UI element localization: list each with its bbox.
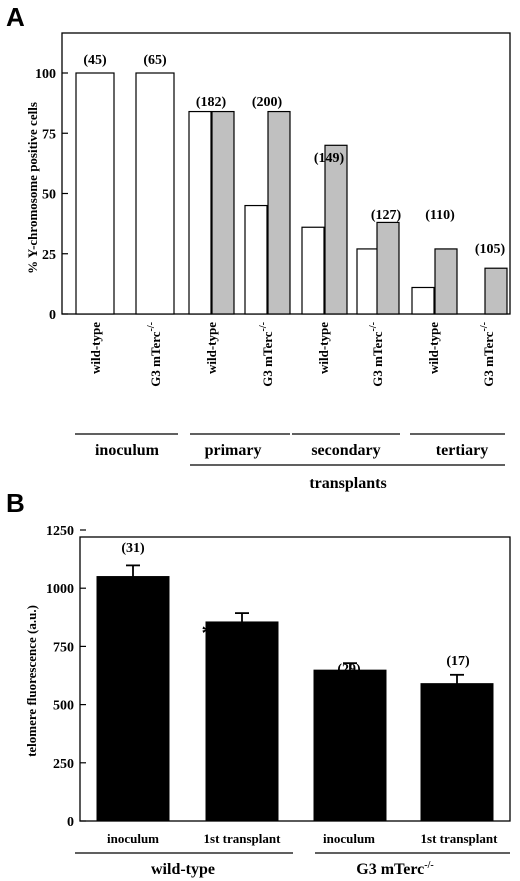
panel-a-bars [75, 72, 508, 315]
panel-a-group-label: primary [205, 442, 262, 459]
panel-a-bar [267, 110, 291, 315]
panel-a-letter: A [6, 2, 25, 32]
panel-a-y-axis-label: % Y-chromosome positive cells [25, 102, 40, 274]
panel-a-count-labels: (45) (65) (182) (200) (149) (127) (110) (105) [83, 53, 505, 257]
panel-a-bar [301, 226, 325, 315]
panel-b-category-label: inoculum [107, 831, 159, 846]
panel-b-group-labels: wild-type G3 mTerc-/- [75, 852, 510, 878]
panel-b-letter: B [6, 488, 25, 518]
panel-a-y-tick-label: 50 [42, 188, 56, 203]
panel-a-count-label: (149) [314, 151, 345, 166]
panel-a-bar [324, 144, 348, 315]
panel-b-bar [96, 576, 170, 822]
panel-a-y-tick-label: 100 [35, 67, 56, 82]
panel-b: B telomere fluorescence (a.u.) 0 250 500 75… [6, 488, 511, 878]
panel-a-supergroup-label: transplants [309, 475, 386, 492]
panel-b-y-tick-label: 500 [53, 699, 74, 714]
panel-a-y-ticks: 0 25 50 75 100 [35, 67, 68, 323]
panel-b-category-label: 1st transplant [204, 831, 282, 846]
panel-b-category-label: inoculum [323, 831, 375, 846]
panel-a-count-label: (45) [83, 53, 107, 68]
panel-b-group-label: wild-type [151, 861, 215, 878]
panel-b-y-tick-label: 1000 [46, 582, 74, 597]
panel-b-y-tick-label: 750 [53, 640, 74, 655]
panel-a-count-label: (182) [196, 95, 227, 110]
panel-b-count-label: (29) [337, 662, 361, 677]
panel-a-category-label: G3 mTerc-/- [368, 322, 385, 387]
panel-b-bar [205, 621, 279, 822]
panel-a-y-tick-label: 25 [42, 248, 56, 263]
panel-b-count-label: (31) [121, 541, 145, 556]
panel-a-category-label: G3 mTerc-/- [258, 322, 275, 387]
panel-b-group-label: G3 mTerc-/- [356, 860, 433, 878]
panel-a-category-label: G3 mTerc-/- [479, 322, 496, 387]
panel-a-category-label: wild-type [316, 322, 331, 374]
panel-a-category-label: G3 mTerc-/- [146, 322, 163, 387]
panel-b-count-label: (31) [239, 629, 263, 644]
panel-b-y-tick-label: 250 [53, 757, 74, 772]
panel-a: A % Y-chromosome positive cells 0 25 50 75 1… [6, 2, 511, 492]
panel-b-bar [313, 669, 387, 822]
panel-a-group-label: tertiary [436, 442, 488, 459]
panel-a-bar [356, 248, 380, 315]
panel-a-count-label: (65) [143, 53, 167, 68]
panel-b-count-labels: (31) (31) (29) (17) * [121, 541, 470, 677]
panel-a-y-tick-label: 75 [42, 127, 56, 142]
panel-a-bar [75, 72, 115, 315]
panel-b-y-tick-label: 1250 [46, 524, 74, 539]
panel-a-count-label: (200) [252, 95, 283, 110]
panel-a-count-label: (127) [371, 208, 402, 223]
panel-b-plot-frame [79, 536, 511, 822]
panel-a-bar [411, 286, 435, 315]
panel-a-bar [244, 204, 268, 315]
panel-b-y-tick-label: 0 [67, 815, 74, 830]
panel-a-y-tick-label: 0 [49, 308, 56, 323]
panel-b-count-label: (17) [446, 654, 470, 669]
panel-a-category-labels: wild-type G3 mTerc-/- wild-type G3 mTerc-/-… [88, 322, 496, 387]
panel-a-category-label: wild-type [204, 322, 219, 374]
panel-b-significance-star: * [202, 620, 213, 645]
panel-a-bar [135, 72, 175, 315]
panel-a-count-label: (105) [475, 242, 506, 257]
panel-a-category-label: wild-type [88, 322, 103, 374]
panel-a-group-label: secondary [311, 442, 380, 459]
panel-a-group-label: inoculum [95, 442, 160, 459]
panel-a-bar [211, 110, 235, 315]
panel-b-category-labels: inoculum 1st transplant inoculum 1st transp… [107, 831, 498, 846]
panel-a-group-labels: inoculum primary secondary tertiary transpla… [75, 433, 505, 492]
panel-b-y-axis-label: telomere fluorescence (a.u.) [24, 605, 39, 757]
panel-a-bar [188, 110, 212, 315]
panel-b-category-label: 1st transplant [421, 831, 499, 846]
panel-a-bar [376, 221, 400, 315]
panel-a-category-label: wild-type [426, 322, 441, 374]
panel-b-bar [420, 683, 494, 822]
panel-b-bars [96, 564, 494, 822]
panel-a-bar [484, 267, 508, 315]
panel-b-y-ticks: 0 250 500 750 1000 1250 [46, 524, 86, 830]
panel-a-bar [434, 248, 458, 315]
panel-a-count-label: (110) [425, 208, 455, 223]
